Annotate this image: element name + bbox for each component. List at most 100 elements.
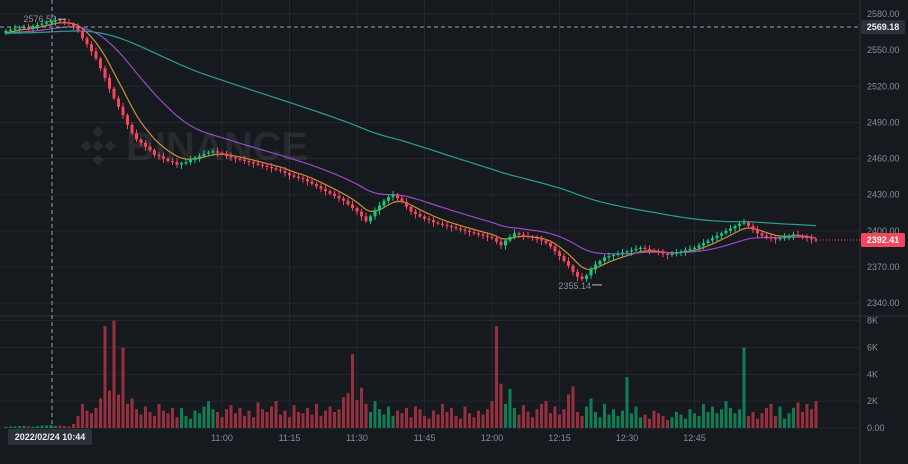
volume-bar[interactable] (486, 409, 489, 428)
volume-bar[interactable] (571, 386, 575, 428)
volume-bar[interactable] (126, 403, 129, 428)
volume-bar[interactable] (153, 415, 156, 428)
volume-bar[interactable] (94, 407, 98, 428)
volume-bar[interactable] (540, 403, 543, 428)
candle[interactable] (364, 212, 368, 224)
candle[interactable] (697, 242, 701, 252)
volume-bar[interactable] (783, 418, 786, 428)
volume-bar[interactable] (535, 409, 539, 428)
candle[interactable] (81, 27, 84, 41)
candle[interactable] (126, 113, 129, 130)
candle[interactable] (423, 214, 426, 222)
candle[interactable] (468, 228, 471, 237)
volume-bar[interactable] (207, 401, 210, 428)
candle[interactable] (562, 253, 566, 263)
candle[interactable] (616, 250, 620, 257)
volume-bar[interactable] (792, 407, 795, 428)
volume-bar[interactable] (324, 410, 327, 428)
candle[interactable] (265, 163, 269, 171)
candle[interactable] (72, 21, 75, 31)
candle[interactable] (666, 251, 669, 260)
volume-bar[interactable] (148, 411, 152, 428)
volume-bar[interactable] (315, 403, 318, 428)
volume-bar[interactable] (36, 425, 39, 428)
volume-bar[interactable] (747, 415, 750, 428)
volume-bar[interactable] (351, 354, 354, 428)
volume-bar[interactable] (436, 414, 440, 428)
volume-bar[interactable] (495, 326, 498, 428)
volume-bar[interactable] (193, 410, 197, 428)
candle[interactable] (603, 254, 606, 264)
candle[interactable] (369, 214, 372, 224)
candle[interactable] (198, 153, 201, 162)
candle[interactable] (724, 228, 728, 236)
volume-bar[interactable] (693, 413, 696, 428)
volume-bar[interactable] (22, 425, 26, 428)
volume-bar[interactable] (364, 403, 368, 428)
candle[interactable] (733, 224, 737, 232)
candle[interactable] (684, 247, 687, 256)
volume-bar[interactable] (297, 411, 300, 428)
candle[interactable] (153, 148, 156, 158)
candle[interactable] (261, 162, 264, 169)
candle[interactable] (283, 166, 287, 177)
volume-bar[interactable] (423, 415, 426, 428)
volume-bar[interactable] (198, 413, 201, 428)
volume-bar[interactable] (490, 401, 494, 428)
volume-bar[interactable] (180, 407, 183, 428)
volume-bar[interactable] (454, 415, 458, 428)
candle[interactable] (54, 16, 57, 26)
candle[interactable] (486, 231, 489, 242)
volume-bar[interactable] (567, 394, 570, 428)
candle[interactable] (706, 238, 710, 245)
volume-bar[interactable] (558, 414, 561, 428)
volume-bar[interactable] (607, 414, 611, 428)
candle[interactable] (40, 19, 44, 27)
candle[interactable] (360, 208, 363, 221)
volume-bar[interactable] (31, 426, 35, 428)
volume-bar[interactable] (355, 399, 359, 428)
volume-bar[interactable] (319, 415, 323, 428)
volume-bar[interactable] (306, 407, 309, 428)
candle[interactable] (648, 245, 651, 255)
candle[interactable] (769, 233, 773, 242)
candle[interactable] (99, 56, 102, 71)
candle[interactable] (90, 41, 93, 56)
volume-bar[interactable] (261, 409, 264, 428)
candle[interactable] (540, 235, 543, 245)
candle[interactable] (580, 272, 584, 281)
volume-bar[interactable] (477, 410, 480, 428)
volume-bar[interactable] (135, 409, 138, 428)
candle[interactable] (297, 172, 300, 181)
volume-bar[interactable] (751, 411, 755, 428)
volume-bar[interactable] (769, 403, 773, 428)
candle[interactable] (504, 238, 507, 250)
candle[interactable] (67, 18, 71, 28)
volume-bar[interactable] (130, 398, 134, 428)
volume-bar[interactable] (157, 403, 161, 428)
volume-bar[interactable] (499, 383, 503, 428)
volume-bar[interactable] (67, 426, 71, 428)
candle[interactable] (238, 155, 242, 162)
candle[interactable] (121, 103, 125, 119)
candle[interactable] (171, 158, 174, 165)
candle[interactable] (315, 182, 318, 189)
volume-bar[interactable] (144, 406, 147, 428)
volume-bar[interactable] (670, 417, 674, 428)
volume-series[interactable] (4, 320, 818, 428)
volume-bar[interactable] (360, 387, 363, 428)
volume-bar[interactable] (252, 417, 255, 428)
candle[interactable] (639, 245, 642, 252)
candle[interactable] (652, 248, 656, 254)
candle[interactable] (742, 218, 746, 226)
candle[interactable] (31, 24, 35, 32)
candle[interactable] (36, 22, 39, 31)
volume-bar[interactable] (526, 411, 530, 428)
volume-bar[interactable] (513, 407, 516, 428)
candle[interactable] (373, 207, 377, 220)
candle[interactable] (477, 231, 480, 238)
candle[interactable] (567, 257, 570, 269)
candle[interactable] (526, 231, 530, 239)
volume-bar[interactable] (108, 390, 111, 428)
candle[interactable] (9, 26, 12, 34)
